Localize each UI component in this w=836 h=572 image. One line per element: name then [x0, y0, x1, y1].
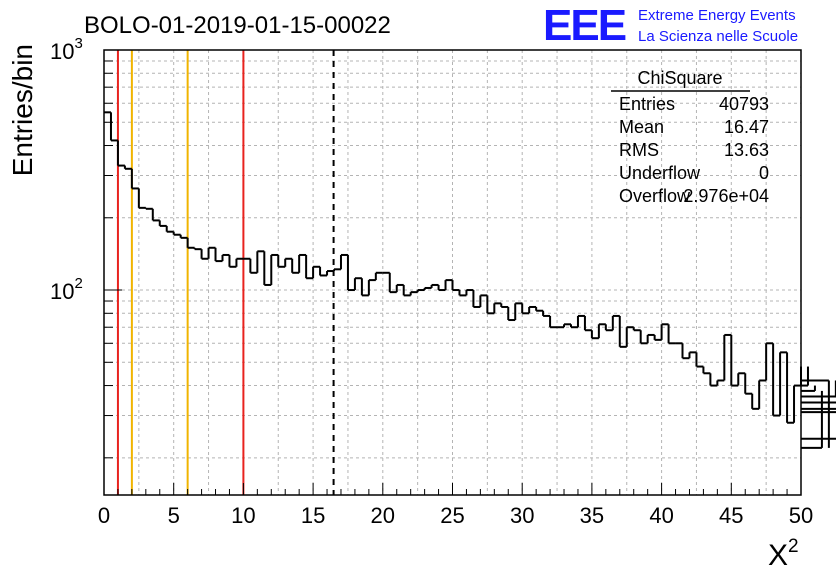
- x-tick-label: 0: [98, 503, 110, 528]
- x-tick-label: 5: [168, 503, 180, 528]
- x-tick-label: 50: [789, 503, 813, 528]
- eee-logo-mark: EEE: [543, 1, 626, 50]
- stats-value-underflow: 0: [759, 163, 769, 183]
- x-tick-label: 10: [231, 503, 255, 528]
- stats-label-mean: Mean: [619, 117, 664, 137]
- chart-title: BOLO-01-2019-01-15-00022: [84, 12, 391, 39]
- x-axis-ticks: 0 5 10 15 20 25 30 35 40 45 50: [98, 483, 813, 528]
- x-tick-label: 15: [301, 503, 325, 528]
- x-tick-label: 45: [719, 503, 743, 528]
- x-tick-label: 40: [649, 503, 673, 528]
- x-tick-label: 30: [510, 503, 534, 528]
- stats-label-rms: RMS: [619, 140, 659, 160]
- stats-label-overflow: Overflow: [619, 186, 691, 206]
- grid-lines: [104, 50, 801, 495]
- histogram-series: [104, 111, 836, 449]
- stats-value-mean: 16.47: [724, 117, 769, 137]
- y-axis-label: Entries/bin: [7, 44, 38, 176]
- y-tick-label: 102: [50, 275, 83, 304]
- y-axis-ticks: 102 103: [50, 35, 122, 459]
- stats-box: ChiSquare Entries 40793 Mean 16.47 RMS 13.63 U…: [611, 68, 769, 206]
- x-tick-label: 35: [580, 503, 604, 528]
- stats-label-entries: Entries: [619, 94, 675, 114]
- x-tick-label: 25: [440, 503, 464, 528]
- stats-value-rms: 13.63: [724, 140, 769, 160]
- x-tick-label: 20: [371, 503, 395, 528]
- stats-value-entries: 40793: [719, 94, 769, 114]
- stats-box-name: ChiSquare: [637, 68, 722, 88]
- y-tick-label: 103: [50, 35, 83, 64]
- stats-label-underflow: Underflow: [619, 163, 701, 183]
- stats-value-overflow: 2.976e+04: [683, 186, 769, 206]
- x-axis-label: X2: [768, 536, 799, 572]
- eee-logo-line2: La Scienza nelle Scuole: [638, 28, 798, 45]
- eee-logo: EEE Extreme Energy Events La Scienza nel…: [543, 1, 798, 50]
- reference-lines: [116, 50, 335, 495]
- eee-logo-line1: Extreme Energy Events: [638, 7, 796, 24]
